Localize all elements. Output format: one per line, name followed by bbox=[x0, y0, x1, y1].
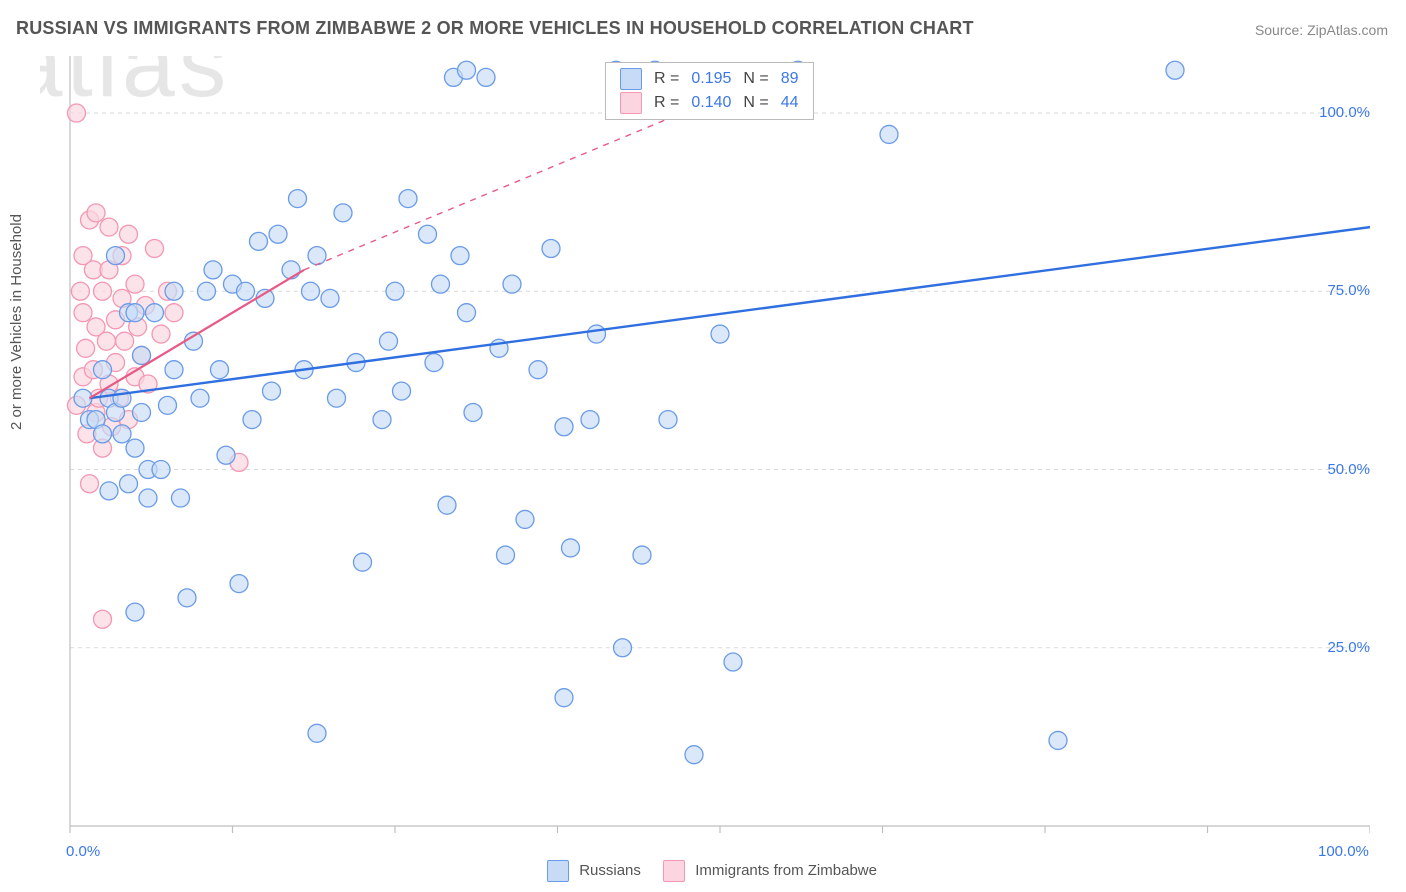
series-label-russians: Russians bbox=[579, 862, 641, 879]
correlation-legend: R = 0.195 N = 89 R = 0.140 N = 44 bbox=[605, 62, 814, 120]
chart-title: RUSSIAN VS IMMIGRANTS FROM ZIMBABWE 2 OR… bbox=[16, 18, 974, 39]
legend-r-value-russians: 0.195 bbox=[685, 67, 737, 91]
bottom-swatch-zimbabwe bbox=[663, 860, 685, 882]
chart-area: ZIPatlas 100.0% 75.0% 50.0% 25.0% 0.0% 1… bbox=[40, 56, 1370, 836]
legend-row-zimbabwe: R = 0.140 N = 44 bbox=[614, 91, 805, 115]
y-tick-100: 100.0% bbox=[1319, 104, 1370, 121]
legend-r-label: R = bbox=[648, 67, 685, 91]
legend-n-label: N = bbox=[737, 91, 774, 115]
legend-swatch-zimbabwe bbox=[620, 92, 642, 114]
legend-row-russians: R = 0.195 N = 89 bbox=[614, 67, 805, 91]
scatter-plot: ZIPatlas bbox=[40, 56, 1370, 836]
legend-n-label: N = bbox=[737, 67, 774, 91]
series-legend: Russians Immigrants from Zimbabwe bbox=[0, 860, 1406, 882]
y-tick-50: 50.0% bbox=[1327, 461, 1370, 478]
bottom-swatch-russians bbox=[547, 860, 569, 882]
legend-table: R = 0.195 N = 89 R = 0.140 N = 44 bbox=[614, 67, 805, 115]
legend-n-value-russians: 89 bbox=[775, 67, 805, 91]
legend-r-value-zimbabwe: 0.140 bbox=[685, 91, 737, 115]
y-axis-label: 2 or more Vehicles in Household bbox=[8, 214, 25, 430]
y-tick-25: 25.0% bbox=[1327, 639, 1370, 656]
y-tick-75: 75.0% bbox=[1327, 282, 1370, 299]
series-label-zimbabwe: Immigrants from Zimbabwe bbox=[695, 862, 877, 879]
legend-swatch-russians bbox=[620, 68, 642, 90]
source-attribution: Source: ZipAtlas.com bbox=[1255, 22, 1388, 38]
chart-container: RUSSIAN VS IMMIGRANTS FROM ZIMBABWE 2 OR… bbox=[0, 0, 1406, 892]
legend-r-label: R = bbox=[648, 91, 685, 115]
x-tick-100: 100.0% bbox=[1318, 843, 1369, 860]
legend-n-value-zimbabwe: 44 bbox=[775, 91, 805, 115]
x-tick-0: 0.0% bbox=[66, 843, 100, 860]
